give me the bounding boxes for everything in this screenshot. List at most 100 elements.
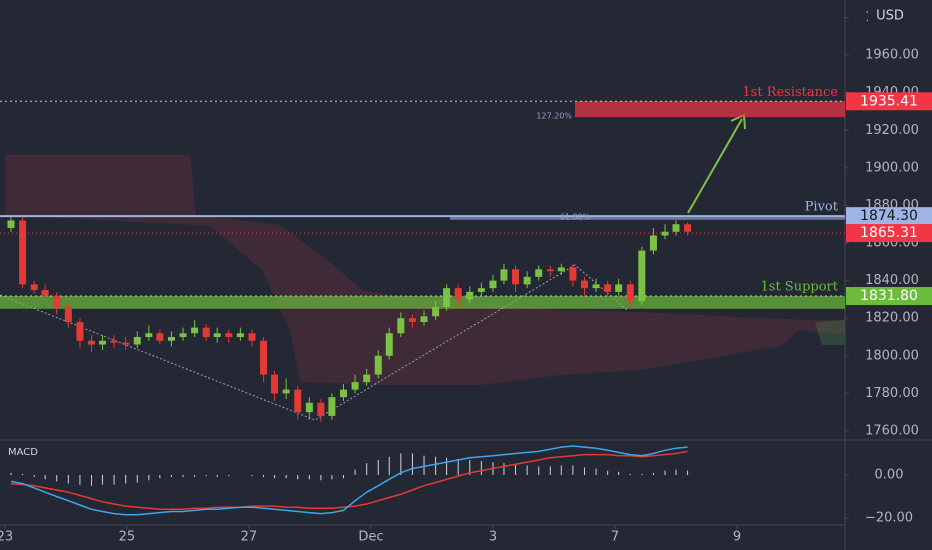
candle-body (523, 276, 531, 285)
ichimoku-cloud (5, 155, 845, 385)
y-tick-label: 1800.00 (865, 348, 919, 363)
price-label-box (846, 92, 932, 111)
x-tick-label: Dec (358, 530, 383, 545)
candle-body (76, 321, 84, 341)
level-name: Pivot (805, 200, 839, 215)
level-zone (0, 296, 845, 309)
signal-line (10, 450, 688, 511)
price-label: 1874.30 (860, 208, 918, 224)
macd-line (10, 445, 688, 516)
candle-body (684, 224, 692, 232)
candle-body (604, 284, 612, 292)
candle-body (535, 269, 543, 277)
candle-body (649, 235, 657, 251)
candle-body (328, 397, 336, 416)
candle-body (156, 333, 164, 341)
level-name: 1st Resistance (742, 85, 838, 100)
level-zone (575, 101, 845, 118)
fib-path (0, 264, 628, 421)
level-zone (450, 216, 845, 220)
candle-body (282, 389, 290, 394)
last-price-label: 1865.31 (860, 225, 918, 241)
x-tick-label: 9 (733, 530, 741, 545)
candle-body (339, 389, 347, 398)
candle-body (191, 327, 199, 334)
candle-body (363, 374, 371, 383)
candle-body (408, 318, 416, 322)
level-name: 1st Support (761, 280, 839, 295)
arrow-shaft (687, 118, 743, 214)
currency-box (868, 5, 918, 27)
price-label-box (846, 287, 932, 306)
candle-body (294, 389, 302, 413)
candle-body (454, 288, 462, 300)
ichimoku-cloud-green (815, 320, 845, 345)
y-tick-label: 0.00 (875, 467, 904, 482)
price-label: 1935.41 (860, 93, 918, 109)
candle-body (512, 269, 520, 285)
macd-title: MACD (8, 447, 38, 458)
candle-body (122, 342, 130, 345)
candle-body (7, 220, 15, 228)
candle-body (500, 269, 508, 281)
candle-body (110, 340, 118, 343)
candle-body (225, 333, 233, 338)
candle-body (638, 250, 646, 302)
currency: USD (876, 9, 904, 24)
candle-body (179, 333, 187, 338)
x-tick-label: 27 (241, 530, 258, 545)
candle-body (145, 333, 153, 338)
candle-body (546, 269, 554, 272)
candle-body (374, 355, 382, 375)
candle-body (133, 337, 141, 345)
candle-body (477, 288, 485, 292)
candle-body (397, 318, 405, 334)
y-tick-label: 1820.00 (865, 311, 919, 326)
candle-body (661, 231, 669, 236)
candle-body (466, 291, 474, 300)
candle-body (672, 224, 680, 232)
candle-body (236, 333, 244, 338)
y-tick-label: 1840.00 (865, 273, 919, 288)
price-label-box (846, 207, 932, 226)
y-tick-label: 1960.00 (865, 48, 919, 63)
candle-body (248, 333, 256, 341)
candle-body (19, 220, 27, 285)
candle-body (489, 280, 497, 289)
candle-body (271, 374, 279, 394)
y-tick-label: 1920.00 (865, 123, 919, 138)
candle-body (615, 284, 623, 292)
candle-body (53, 295, 61, 307)
candle-body (260, 340, 268, 375)
y-tick-label: 1760.00 (865, 423, 919, 438)
candle-body (580, 280, 588, 289)
price-label: 1831.80 (860, 288, 918, 304)
candle-body (317, 402, 325, 416)
x-tick-label: 25 (119, 530, 136, 545)
price-label-box (846, 224, 932, 243)
candle-body (98, 340, 106, 345)
candle-body (420, 316, 428, 322)
candle-body (167, 337, 175, 341)
candle-body (432, 306, 440, 317)
y-tick-label: 1900.00 (865, 160, 919, 175)
x-tick-label: 7 (611, 530, 619, 545)
x-tick-label: 3 (489, 530, 497, 545)
candle-body (626, 284, 634, 302)
candle-body (88, 340, 96, 345)
candle-body (351, 382, 359, 390)
candle-body (592, 284, 600, 289)
candle-body (41, 290, 49, 296)
x-tick-label: 23 (0, 530, 13, 545)
y-tick-label: −20.00 (865, 510, 913, 525)
candle-body (443, 288, 451, 307)
candle-body (30, 284, 38, 291)
candle-body (305, 402, 313, 413)
candle-body (202, 327, 210, 338)
fib-label: 61.80% (560, 213, 591, 222)
candle-body (557, 267, 565, 272)
fib-label: 127.20% (536, 112, 572, 121)
candle-body (385, 333, 393, 356)
